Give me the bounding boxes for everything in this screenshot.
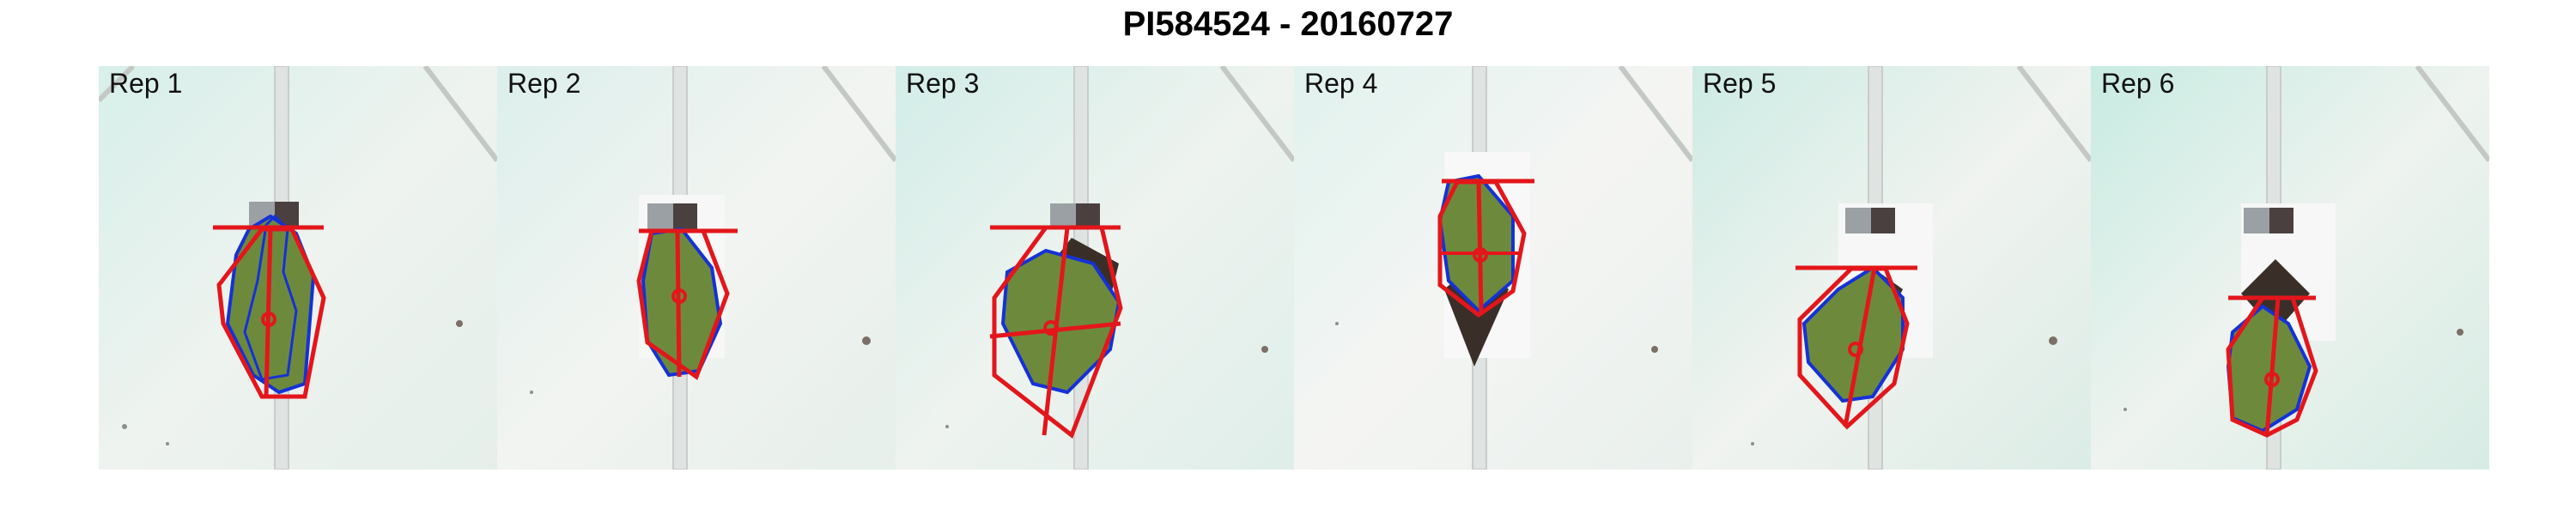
figure-title: PI584524 - 20160727 — [1122, 5, 1454, 43]
panel-rep-4: Rep 4 — [1294, 66, 1692, 470]
rep-label: Rep 1 — [109, 68, 183, 99]
plant-image-rep-5 — [1692, 66, 2091, 470]
rep-label: Rep 3 — [906, 68, 980, 99]
plant-image-rep-4 — [1294, 66, 1692, 470]
rep-label: Rep 4 — [1304, 68, 1378, 99]
panel-rep-2: Rep 2 — [497, 66, 896, 470]
panel-rep-6: Rep 6 — [2091, 66, 2489, 470]
panel-rep-5: Rep 5 — [1692, 66, 2091, 470]
plant-image-rep-2 — [497, 66, 896, 470]
plant-image-rep-6 — [2091, 66, 2489, 470]
plant-image-rep-1 — [99, 66, 497, 470]
panel-rep-3: Rep 3 — [896, 66, 1294, 470]
rep-label: Rep 2 — [507, 68, 581, 99]
rep-label: Rep 5 — [1703, 68, 1777, 99]
image-grid: Rep 1 Rep 2 — [99, 66, 2489, 470]
rep-label: Rep 6 — [2101, 68, 2175, 99]
panel-rep-1: Rep 1 — [99, 66, 497, 470]
plant-image-rep-3 — [896, 66, 1294, 470]
